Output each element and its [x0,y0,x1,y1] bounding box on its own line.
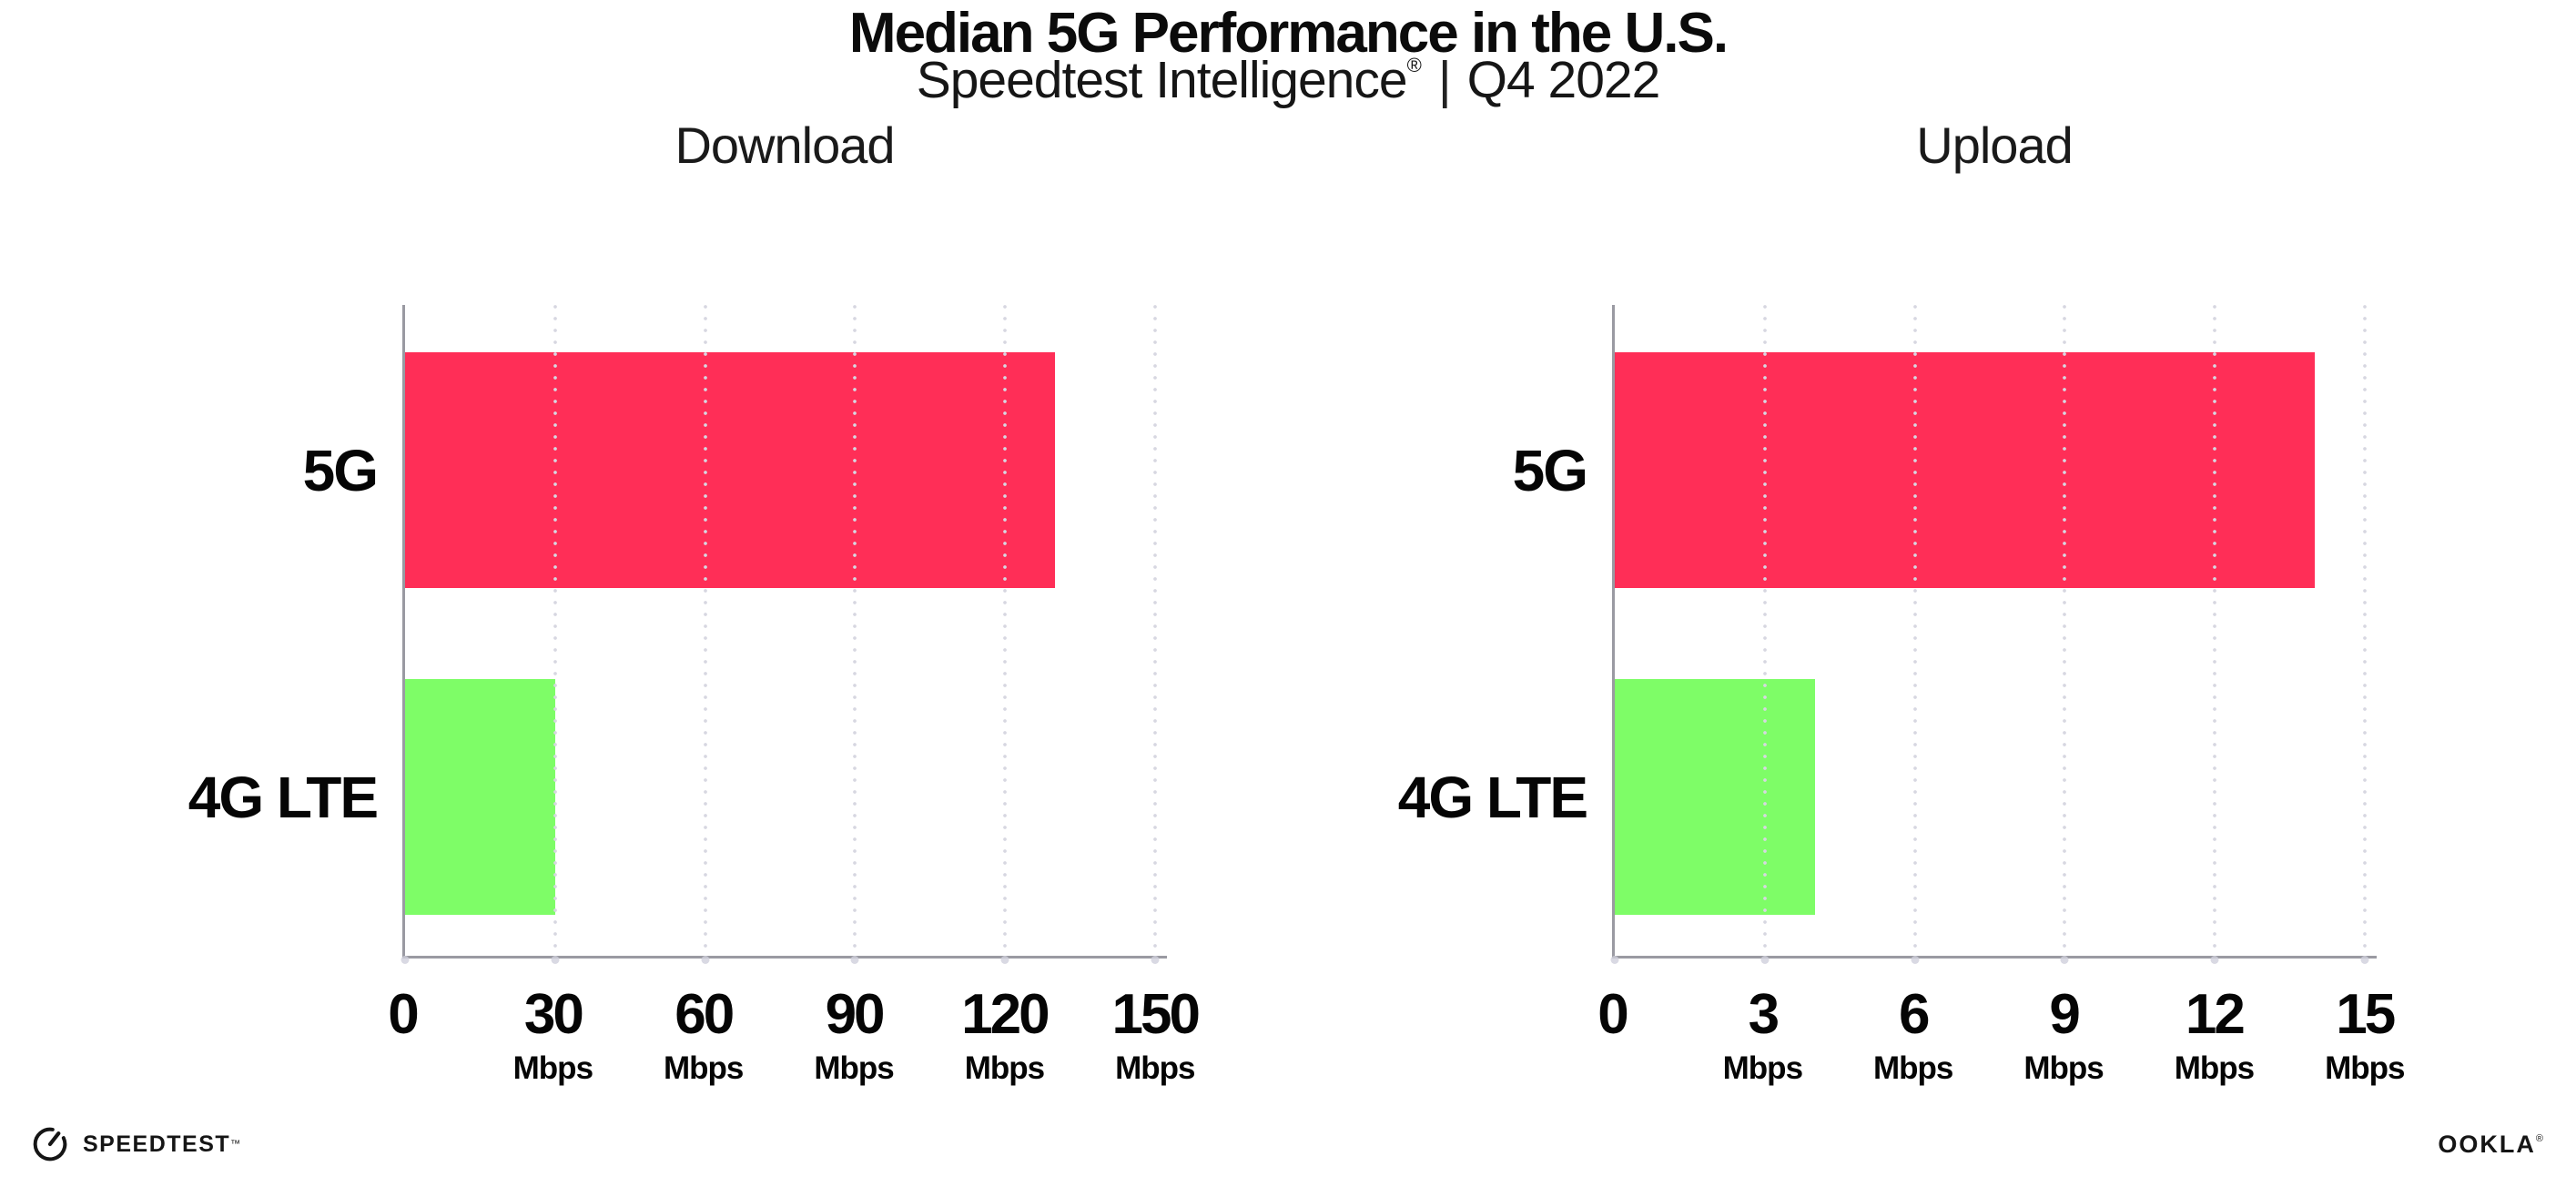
axis-tick-dot [850,956,859,964]
upload-plot-area [1610,305,2377,964]
x-tick-unit: Mbps [2325,1050,2405,1086]
gridline [853,305,857,956]
download-x-axis: 0 30 Mbps 60 Mbps 90 Mbps 120 Mbps 150 Mbps [388,983,1201,1114]
upload-chart-title: Upload [1916,117,2073,174]
upload-bar-4g-lte [1615,679,1815,915]
page-title: Median 5G Performance in the U.S. [848,2,1729,65]
gridline [2213,305,2217,956]
axis-tick-dot [2210,956,2219,964]
category-label-5g: 5G [302,438,379,503]
x-tick-value: 0 [388,983,420,1046]
x-tick-15: 15 Mbps [2325,983,2405,1086]
axis-tick-dot [2060,956,2069,964]
category-label-5g: 5G [1512,438,1588,503]
gridline [1003,305,1008,956]
x-tick-0: 0 [1597,983,1629,1046]
registered-symbol: ® [2535,1133,2543,1144]
x-tick-unit: Mbps [2174,1050,2255,1086]
x-tick-value: 60 [674,983,735,1046]
x-tick-9: 9 Mbps [2023,983,2104,1086]
upload-x-axis: 0 3 Mbps 6 Mbps 9 Mbps 12 Mbps 15 Mbps [1597,983,2405,1114]
download-chart-title: Download [674,117,895,174]
gridline [1152,305,1157,956]
gridline [553,305,557,956]
download-bar-5g [405,352,1055,588]
x-tick-unit: Mbps [2023,1050,2104,1086]
x-tick-60: 60 Mbps [664,983,744,1086]
ookla-wordmark: OOKLA [2438,1131,2536,1158]
speedtest-gauge-icon [33,1127,67,1161]
registered-trademark-symbol: ® [1406,54,1422,76]
x-tick-30: 30 Mbps [512,983,593,1086]
category-label-4g-lte: 4G LTE [1397,765,1588,830]
x-tick-value: 15 [2336,983,2396,1046]
speedtest-wordmark: SPEEDTEST [83,1131,231,1157]
trademark-symbol: ™ [230,1139,241,1150]
subtitle-brand: Speedtest Intelligence [916,51,1408,109]
axis-tick-dot [1000,956,1009,964]
axis-tick-dot [401,956,410,964]
subtitle-period: Q4 2022 [1466,51,1661,109]
upload-chart: Upload 5G 4G LTE 0 3 Mbps 6 Mbps 9 Mbps 12 M… [1398,0,2406,1197]
category-label-4g-lte: 4G LTE [188,765,379,830]
x-tick-value: 6 [1898,983,1930,1046]
upload-bar-5g [1615,352,2315,588]
x-tick-150: 150 Mbps [1111,983,1201,1086]
gridline [1762,305,1767,956]
x-tick-120: 120 Mbps [961,983,1050,1086]
x-tick-value: 120 [961,983,1050,1046]
axis-tick-dot [1610,956,1619,964]
gridline [703,305,707,956]
x-tick-6: 6 Mbps [1873,983,1953,1086]
x-tick-value: 9 [2049,983,2080,1046]
download-chart: Download 5G 4G LTE 0 30 Mbps 60 Mbps 90 Mbp… [188,0,1201,1197]
gridline [2063,305,2067,956]
x-tick-unit: Mbps [1722,1050,1803,1086]
gridline [2362,305,2367,956]
x-tick-value: 30 [523,983,584,1046]
x-tick-value: 0 [1597,983,1629,1046]
subtitle-separator: | [1437,51,1452,109]
x-tick-value: 90 [825,983,886,1046]
x-tick-unit: Mbps [1873,1050,1953,1086]
x-tick-unit: Mbps [1115,1050,1195,1086]
x-tick-unit: Mbps [664,1050,744,1086]
axis-tick-dot [2360,956,2369,964]
x-tick-0: 0 [388,983,420,1046]
axis-tick-dot [1911,956,1920,964]
x-tick-12: 12 Mbps [2174,983,2255,1086]
axis-tick-dot [551,956,560,964]
x-tick-90: 90 Mbps [814,983,894,1086]
axis-tick-dot [1760,956,1770,964]
x-tick-unit: Mbps [512,1050,593,1086]
axis-tick-dot [1151,956,1160,964]
x-tick-unit: Mbps [964,1050,1045,1086]
x-tick-3: 3 Mbps [1722,983,1803,1086]
x-tick-value: 12 [2185,983,2246,1046]
x-tick-value: 150 [1111,983,1201,1046]
page-subtitle: Speedtest Intelligence® | Q4 2022 [0,55,2576,107]
speedtest-logo: SPEEDTEST ™ [31,1125,240,1163]
x-tick-unit: Mbps [814,1050,894,1086]
download-bar-4g-lte [405,679,555,915]
x-tick-value: 3 [1748,983,1780,1046]
axis-tick-dot [701,956,710,964]
ookla-logo: OOKLA® [2438,1131,2543,1159]
download-plot-area [401,305,1167,964]
gridline [1912,305,1917,956]
